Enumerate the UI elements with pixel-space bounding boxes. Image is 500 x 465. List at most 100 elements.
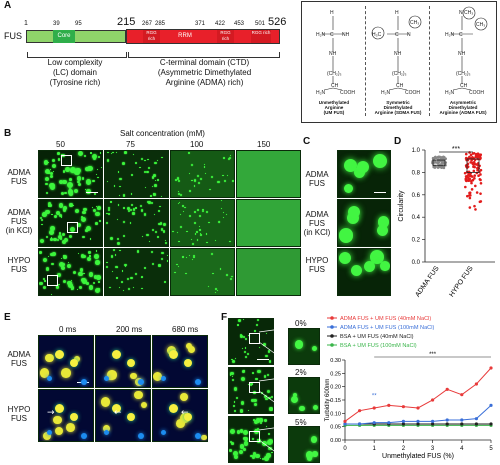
pos-371: 371	[195, 21, 206, 27]
d-point-adma	[431, 156, 435, 160]
panel-label-b: B	[4, 128, 12, 139]
d-point-hypo	[474, 184, 477, 188]
rgg-2: RGG rich	[217, 30, 234, 43]
micrograph-c-2	[337, 248, 391, 296]
d-point-hypo	[478, 157, 482, 161]
svg-text:NH: NH	[329, 51, 337, 57]
d-ytick-label: 0.2	[412, 238, 421, 244]
micrograph-b-0-2	[170, 150, 235, 198]
inset-f-2	[288, 426, 320, 463]
f-legend-label: BSA + UM FUS (40mM NaCl)	[340, 334, 414, 340]
micrograph-b-1-2	[170, 199, 235, 247]
f-sig-large: ***	[429, 352, 437, 358]
f-xtick-label: 2	[402, 446, 406, 452]
d-point-hypo	[479, 181, 483, 185]
svg-text:H: H	[395, 10, 399, 16]
col-100: 100	[190, 140, 204, 149]
d-point-hypo	[473, 177, 476, 180]
timelapse-e-1-1: ←	[95, 389, 151, 442]
pos-39: 39	[53, 21, 60, 27]
time-680: 680 ms	[172, 325, 199, 334]
svg-text:H: H	[330, 10, 334, 16]
f-ytick-label: 0.00	[330, 438, 341, 444]
f-ytick-label: 0.30	[330, 358, 341, 364]
f-ytick-label: 0.15	[330, 398, 341, 404]
d-point-adma	[440, 166, 443, 170]
arrow-icon: ←	[181, 408, 189, 418]
arginine-structures-box: H H₂N C NH NH (CH₂)₃ CH H₂N COOH H H₃C C N CH₃ NH…	[301, 1, 497, 123]
f-series-point	[343, 422, 347, 426]
pos-526: 526	[268, 16, 287, 28]
svg-text:C: C	[395, 32, 399, 38]
f-xtick-label: 4	[460, 446, 464, 452]
pos-215: 215	[117, 16, 136, 28]
turbidity-chart: 0.30 0.25 0.20 0.15 0.10 0.05 0.000 1 2 3 4 5 Unmeth…	[325, 316, 493, 460]
f-series-point	[372, 406, 376, 410]
pos-422: 422	[215, 21, 226, 27]
svg-text:(CH₂)₃: (CH₂)₃	[456, 71, 471, 77]
f-series-point	[445, 387, 449, 391]
panel-label-f: F	[221, 312, 228, 323]
micrograph-b-1-1	[104, 199, 169, 247]
f-series-point	[416, 422, 420, 426]
svg-text:H₂N: H₂N	[445, 32, 455, 38]
f-series-point	[474, 422, 478, 426]
svg-text:CH: CH	[460, 83, 468, 89]
d-point-hypo	[471, 178, 475, 182]
d-point-hypo	[473, 174, 477, 177]
pos-95: 95	[75, 21, 82, 27]
panel-label-d: D	[394, 136, 402, 147]
f-series-point	[460, 422, 464, 426]
pos-453: 453	[234, 21, 245, 27]
micrograph-c-1	[337, 199, 391, 247]
d-point-hypo	[466, 174, 470, 178]
f-xlabel: Unmethylated FUS (%)	[382, 453, 454, 460]
d-point-hypo	[479, 168, 483, 172]
d-category-label: ADMA FUS	[414, 265, 440, 299]
d-point-hypo	[477, 174, 480, 177]
ctd-description: C-terminal domain (CTD) (Asymmetric Dimet…	[157, 58, 252, 87]
f-xtick-label: 3	[431, 446, 435, 452]
ctd-domain	[126, 29, 280, 44]
d-point-hypo	[464, 179, 468, 183]
fus-domain-bar: Core RGG rich RRM RGG rich RGG rich	[26, 29, 280, 44]
micrograph-grid-f	[228, 318, 320, 463]
col-50: 50	[56, 140, 65, 149]
pos-1: 1	[24, 20, 28, 27]
rgg-3: RGG rich	[251, 30, 271, 43]
time-0: 0 ms	[59, 325, 77, 334]
b-row-2-label: ADMA FUS (in KCl)	[5, 208, 33, 235]
circularity-plot: 1.0 0.8 0.6 0.4 0.2 0.0 Circularity *** ADMA FUS…	[398, 146, 495, 299]
svg-text:NH: NH	[458, 51, 466, 57]
micrograph-f-2	[228, 416, 274, 463]
f-ytick-label: 0.05	[330, 425, 341, 431]
col-75: 75	[126, 140, 135, 149]
d-point-adma	[437, 155, 441, 159]
inset-f-0	[288, 328, 320, 365]
d-point-hypo	[475, 191, 479, 194]
lc-domain	[26, 30, 126, 43]
f-series-point	[416, 406, 420, 410]
d-point-hypo	[469, 153, 473, 157]
d-point-hypo	[470, 181, 473, 185]
f-series-point	[474, 382, 478, 386]
f-series-point	[445, 422, 449, 426]
svg-text:(CH₂)₃: (CH₂)₃	[327, 71, 342, 77]
d-point-hypo	[466, 194, 469, 198]
d-category-label: HYPO FUS	[448, 265, 474, 299]
divider-2	[429, 6, 430, 116]
d-significance: ***	[452, 146, 460, 153]
d-point-hypo	[476, 152, 480, 155]
micrograph-b-1-3	[236, 199, 301, 247]
f-series-point	[474, 417, 478, 421]
d-point-adma	[442, 155, 445, 159]
f-series-line	[344, 367, 492, 422]
f-xtick-label: 5	[489, 446, 493, 452]
d-point-hypo	[468, 151, 471, 154]
d-point-hypo	[472, 160, 476, 164]
d-point-hypo	[469, 194, 472, 197]
f-series-point	[387, 421, 391, 425]
d-ytick-label: 0.6	[412, 193, 421, 199]
f-series-point	[358, 409, 362, 413]
f-legend-marker	[330, 334, 334, 338]
